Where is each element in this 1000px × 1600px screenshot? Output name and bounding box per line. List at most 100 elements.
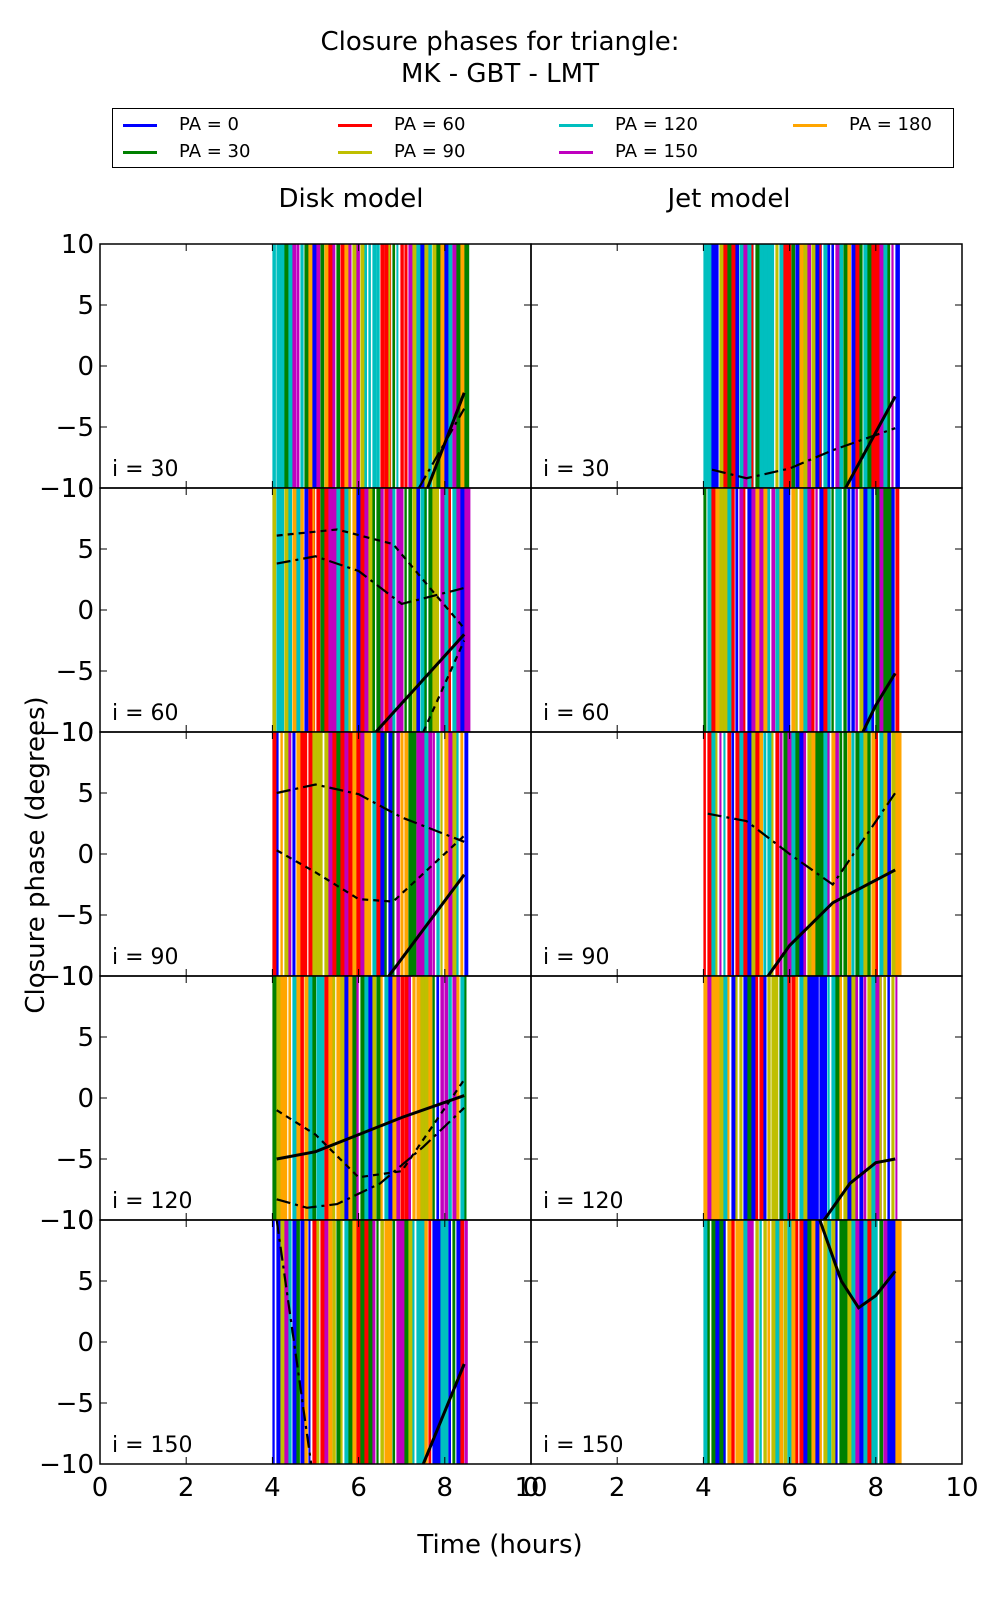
y-tick-label: 5 (77, 535, 94, 565)
pa-trace-strip (711, 244, 719, 488)
y-tick-label: 5 (77, 291, 94, 321)
pa-trace-strip (356, 488, 362, 732)
pa-traces-panel-7 (703, 976, 898, 1220)
pa-trace-strip (464, 1220, 468, 1464)
pa-trace-strip (775, 1220, 783, 1464)
x-tick-label: 4 (695, 1473, 712, 1503)
pa-trace-strip (308, 1220, 311, 1464)
pa-trace-strip (703, 244, 710, 488)
pa-trace-strip (711, 1220, 716, 1464)
pa-trace-strip (751, 488, 757, 732)
x-tick-label: 2 (178, 1473, 195, 1503)
pa-trace-strip (284, 244, 291, 488)
pa-trace-strip (759, 976, 765, 1220)
pa-trace-strip (372, 1220, 376, 1464)
pa-trace-strip (360, 1220, 366, 1464)
x-tick-label: 2 (609, 1473, 626, 1503)
pa-trace-strip (883, 976, 886, 1220)
pa-trace-strip (340, 1220, 343, 1464)
inclination-label: i = 150 (543, 1433, 624, 1458)
pa-trace-strip (723, 976, 730, 1220)
y-tick-label: 10 (61, 962, 94, 992)
pa-trace-strip (887, 244, 891, 488)
pa-trace-strip (392, 732, 395, 976)
pa-trace-strip (847, 1220, 853, 1464)
pa-trace-strip (755, 976, 759, 1220)
pa-trace-strip (755, 244, 760, 488)
legend-line-pa90 (338, 150, 372, 154)
pa-trace-strip (747, 244, 754, 488)
pa-trace-strip (276, 488, 282, 732)
inclination-label: i = 30 (543, 457, 610, 482)
pa-trace-strip (312, 244, 317, 488)
pa-trace-strip (376, 244, 380, 488)
pa-trace-strip (895, 732, 902, 976)
pa-trace-strip (771, 976, 777, 1220)
pa-trace-strip (392, 244, 396, 488)
x-tick-label: 8 (868, 1473, 885, 1503)
pa-trace-strip (396, 488, 403, 732)
pa-trace-strip (791, 976, 797, 1220)
pa-trace-strip (823, 488, 830, 732)
pa-trace-strip (835, 732, 839, 976)
pa-trace-strip (348, 976, 355, 1220)
pa-trace-strip (859, 976, 864, 1220)
pa-trace-strip (412, 732, 417, 976)
pa-trace-strip (831, 732, 839, 976)
pa-trace-strip (747, 732, 754, 976)
pa-traces-panel-5 (703, 732, 902, 976)
legend-label-pa180: PA = 180 (849, 114, 932, 135)
pa-trace-strip (288, 244, 295, 488)
pa-trace-strip (304, 488, 309, 732)
pa-trace-strip (412, 976, 416, 1220)
pa-trace-strip (759, 732, 763, 976)
inclination-label: i = 90 (112, 945, 179, 970)
curve-line (387, 873, 466, 976)
pa-trace-strip (356, 244, 360, 488)
pa-trace-strip (340, 244, 345, 488)
pa-trace-strip (456, 1220, 462, 1464)
pa-trace-strip (344, 244, 349, 488)
pa-trace-strip (823, 1220, 829, 1464)
pa-trace-strip (304, 1220, 308, 1464)
pa-trace-strip (735, 244, 739, 488)
y-tick-label: 5 (77, 779, 94, 809)
pa-trace-strip (819, 1220, 822, 1464)
y-tick-label: −10 (39, 962, 94, 992)
pa-trace-strip (763, 976, 767, 1220)
pa-trace-strip (727, 488, 733, 732)
pa-trace-strip (292, 732, 296, 976)
pa-trace-strip (895, 1220, 902, 1464)
y-tick-label: 0 (77, 1328, 94, 1358)
pa-trace-strip (815, 244, 822, 488)
pa-trace-strip (272, 488, 277, 732)
pa-trace-strip (428, 1220, 432, 1464)
pa-trace-strip (819, 244, 822, 488)
pa-traces-panel-9 (703, 1220, 902, 1464)
pa-trace-strip (707, 1220, 710, 1464)
legend-label-pa0: PA = 0 (179, 114, 239, 135)
pa-trace-strip (787, 976, 791, 1220)
pa-trace-strip (416, 976, 423, 1220)
pa-trace-strip (356, 976, 359, 1220)
pa-trace-strip (340, 976, 345, 1220)
pa-trace-strip (284, 1220, 289, 1464)
pa-trace-strip (879, 244, 884, 488)
pa-trace-strip (356, 1220, 363, 1464)
pa-traces-panel-6 (272, 976, 467, 1220)
pa-trace-strip (280, 732, 283, 976)
pa-trace-strip (400, 244, 404, 488)
pa-trace-strip (388, 244, 391, 488)
y-tick-label: −10 (39, 1206, 94, 1236)
pa-trace-strip (815, 488, 818, 732)
pa-trace-strip (723, 488, 728, 732)
pa-trace-strip (731, 244, 736, 488)
pa-trace-strip (795, 488, 798, 732)
pa-trace-strip (779, 732, 783, 976)
pa-trace-strip (456, 244, 463, 488)
y-tick-label: −5 (56, 413, 94, 443)
pa-trace-strip (759, 244, 765, 488)
pa-trace-strip (428, 244, 432, 488)
x-axis-label: Time (hours) (417, 1530, 583, 1560)
